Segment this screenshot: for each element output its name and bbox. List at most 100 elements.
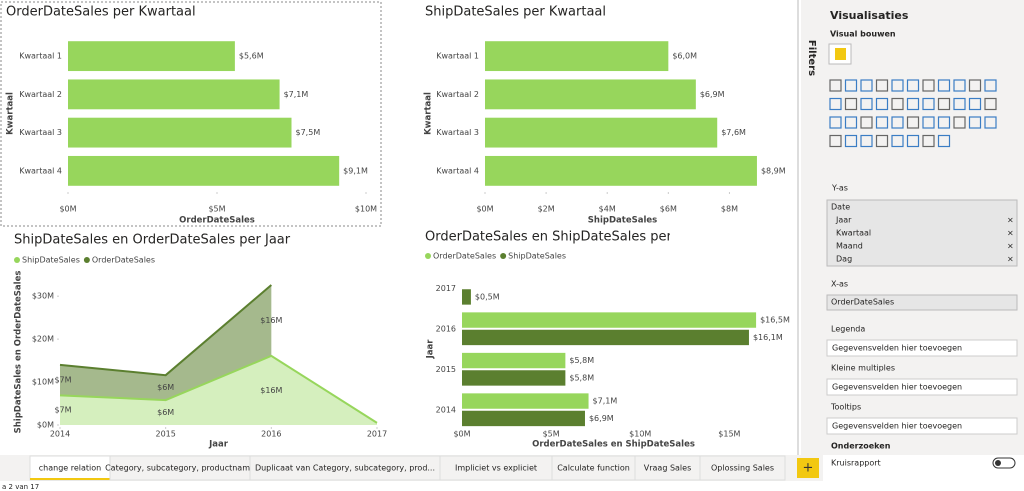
y-tick-label: Kwartaal 1 [19, 52, 62, 61]
visual-icon[interactable] [875, 116, 889, 129]
x-axis-label: OrderDateSales en ShipDateSales [532, 440, 695, 450]
visual-icon[interactable] [906, 116, 920, 129]
visual-icon[interactable] [922, 134, 935, 148]
x-tick-label: 2015 [155, 430, 175, 439]
data-label: $6M [157, 383, 174, 392]
sub-field[interactable]: Jaar [835, 216, 852, 225]
visual-icon[interactable] [875, 134, 889, 148]
remove-icon[interactable]: × [1007, 229, 1014, 238]
visual-icon[interactable] [891, 97, 904, 111]
x-tick-label: $2M [538, 205, 555, 214]
visual-icon[interactable] [922, 116, 935, 129]
visual-icon[interactable] [891, 116, 904, 129]
x-axis-label: OrderDateSales [179, 216, 255, 226]
visual-icon[interactable] [860, 79, 873, 92]
area-fill [60, 285, 272, 401]
visual-icon[interactable] [860, 134, 873, 148]
bar [462, 393, 589, 409]
page-tab[interactable] [439, 455, 553, 481]
filters-pane[interactable] [801, 0, 823, 455]
visual-icon[interactable] [984, 97, 997, 111]
y-axis-label: Jaar [426, 339, 436, 360]
well[interactable] [826, 339, 1018, 357]
visual-icon[interactable] [844, 116, 858, 129]
page-tab-label[interactable]: Duplicaat van Category, subcategory, pro… [255, 464, 435, 473]
visual-icon[interactable] [968, 79, 982, 92]
visual-icon[interactable] [968, 116, 982, 129]
visual-icon[interactable] [922, 97, 935, 111]
page-tab[interactable] [249, 455, 441, 481]
page-tab[interactable] [29, 455, 111, 481]
bar [485, 117, 718, 148]
sub-field[interactable]: Maand [836, 242, 863, 251]
data-label: $7,6M [721, 128, 746, 137]
data-label: $7M [54, 406, 71, 415]
visual-icon[interactable] [844, 97, 858, 111]
sub-field[interactable]: Dag [836, 255, 852, 264]
visual-icon[interactable] [829, 79, 842, 92]
visual-icon[interactable] [906, 134, 920, 148]
page-tab-label[interactable]: Vraag Sales [644, 464, 691, 473]
page-tab[interactable] [551, 455, 636, 481]
filters-label[interactable]: Filters [806, 40, 817, 76]
visual-icon[interactable] [906, 97, 920, 111]
visual-icon[interactable] [860, 116, 873, 129]
bar [462, 329, 749, 346]
visual-icon[interactable] [875, 79, 889, 92]
legend-swatch [14, 257, 20, 263]
visual-icon[interactable] [829, 134, 842, 148]
visual-icon[interactable] [937, 79, 951, 92]
remove-icon[interactable]: × [1007, 255, 1014, 264]
well[interactable] [826, 417, 1018, 435]
data-label: $5,8M [569, 373, 594, 382]
well[interactable] [826, 378, 1018, 396]
x-tick-label: $10M [355, 205, 377, 214]
data-label: $16,1M [753, 333, 783, 342]
visual-icon[interactable] [937, 116, 951, 129]
bar [462, 410, 585, 427]
legend-label: ShipDateSales [22, 256, 80, 265]
y-tick-label: $10M [32, 378, 54, 387]
x-well[interactable] [826, 294, 1018, 311]
visual-icon[interactable] [844, 79, 858, 92]
visual-icon[interactable] [829, 116, 842, 129]
y-tick-label: Kwartaal 2 [436, 90, 479, 99]
page-tab-label[interactable]: Calculate function [557, 464, 630, 473]
field[interactable]: OrderDateSales [831, 298, 894, 307]
sub-field[interactable]: Kwartaal [836, 229, 871, 238]
visual-icon[interactable] [875, 97, 889, 111]
visual-icon[interactable] [906, 79, 920, 92]
visual-icon[interactable] [891, 79, 904, 92]
y-well[interactable] [826, 199, 1018, 267]
x-tick-label: 2014 [50, 430, 70, 439]
field[interactable]: Date [831, 203, 850, 212]
page-tab-label[interactable]: Oplossing Sales [711, 464, 774, 473]
visual-icon[interactable] [829, 97, 842, 111]
visual-icon[interactable] [937, 97, 951, 111]
remove-icon[interactable]: × [1007, 242, 1014, 251]
visual-icon[interactable] [953, 79, 966, 92]
add-page-icon[interactable]: + [803, 461, 814, 476]
page-tab[interactable] [634, 455, 701, 481]
visual-icon[interactable] [953, 116, 966, 129]
page-tab[interactable] [699, 455, 786, 481]
remove-icon[interactable]: × [1007, 216, 1014, 225]
add-page[interactable] [797, 458, 819, 478]
page-tab-label[interactable]: Impliciet vs expliciet [455, 464, 537, 473]
page-tab-label[interactable]: change relation [39, 464, 101, 473]
visual-icon[interactable] [891, 134, 904, 148]
bar [462, 312, 757, 328]
visual-icon[interactable] [984, 116, 997, 129]
visual-icon[interactable] [984, 79, 997, 92]
visual-icon[interactable] [953, 97, 966, 111]
x-tick-label: 2017 [367, 430, 387, 439]
visual-icon[interactable] [844, 134, 858, 148]
toggle-knob [995, 460, 1001, 466]
visual-icon[interactable] [968, 97, 982, 111]
page-tab[interactable] [109, 455, 251, 481]
well-placeholder: Gegevensvelden hier toevoegen [832, 344, 962, 353]
visual-icon[interactable] [937, 134, 951, 148]
visual-icon[interactable] [922, 79, 935, 92]
page-tab-label[interactable]: Category, subcategory, productname [105, 464, 255, 473]
visual-icon[interactable] [860, 97, 873, 111]
